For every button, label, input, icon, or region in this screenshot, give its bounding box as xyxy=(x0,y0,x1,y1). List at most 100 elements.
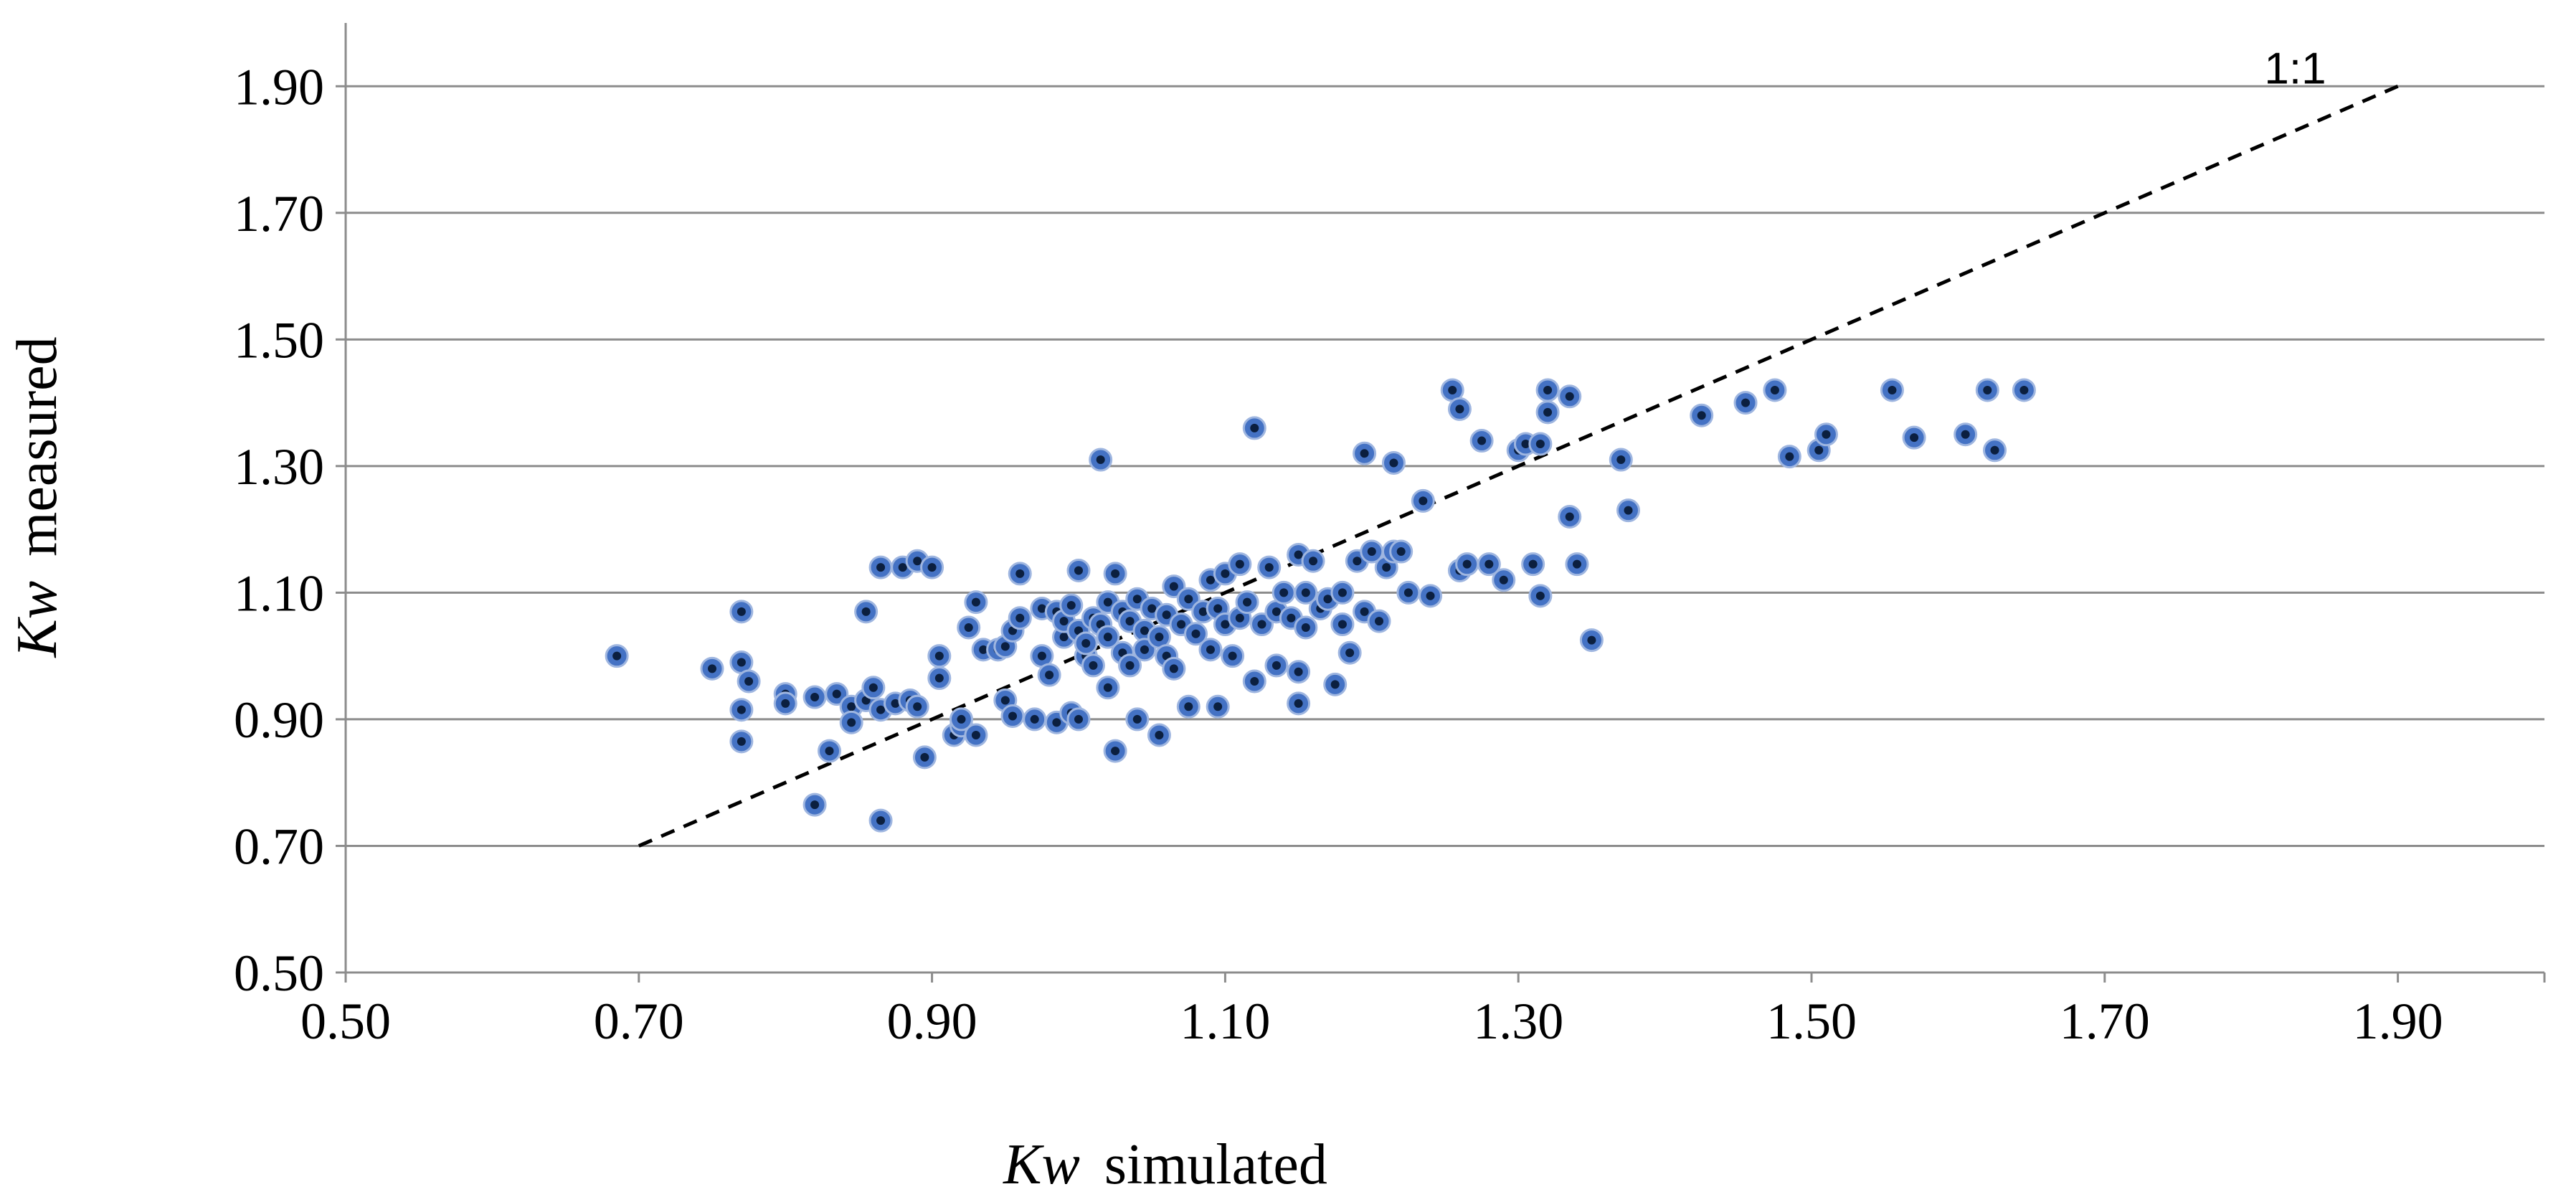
data-point-center xyxy=(1419,496,1428,506)
data-point-center xyxy=(1111,747,1120,756)
data-point-center xyxy=(1785,452,1794,461)
data-point-center xyxy=(1616,455,1626,465)
data-point-center xyxy=(1059,633,1069,642)
data-point xyxy=(1528,432,1553,456)
x-axis-title-var: Kw xyxy=(1003,1133,1080,1196)
data-point xyxy=(1419,584,1443,608)
data-point xyxy=(1103,739,1127,763)
data-point-center xyxy=(1235,613,1244,623)
data-point-center xyxy=(1587,635,1596,645)
data-point-center xyxy=(1396,547,1406,557)
data-point-center xyxy=(1125,661,1135,670)
data-point-center xyxy=(825,747,834,756)
data-point-center xyxy=(1403,588,1413,597)
data-point-center xyxy=(1037,651,1046,661)
data-point xyxy=(1447,397,1472,421)
data-point xyxy=(1066,707,1091,732)
data-point xyxy=(964,590,988,615)
data-point-center xyxy=(1074,566,1083,575)
data-point xyxy=(1558,384,1582,409)
data-point xyxy=(1579,628,1604,653)
data-point-center xyxy=(810,800,820,810)
data-point xyxy=(854,600,879,624)
data-point-center xyxy=(737,705,746,714)
data-point xyxy=(1323,672,1348,696)
data-point-center xyxy=(1484,559,1494,569)
data-point xyxy=(1975,378,1999,402)
x-tick-label: 1.70 xyxy=(2060,993,2150,1050)
data-point-center xyxy=(1528,559,1538,569)
data-point xyxy=(1294,580,1318,605)
y-tick-label: 0.50 xyxy=(234,945,324,1002)
data-point xyxy=(1118,653,1142,678)
data-point xyxy=(1396,580,1421,605)
data-point xyxy=(1287,691,1311,716)
data-point-center xyxy=(920,752,929,762)
data-point-center xyxy=(1814,445,1824,455)
data-point xyxy=(1037,663,1061,687)
data-point-center xyxy=(913,557,922,566)
data-point xyxy=(1902,425,1926,450)
y-tick-label: 1.30 xyxy=(234,438,324,496)
data-point-center xyxy=(1535,591,1545,600)
data-point xyxy=(1176,694,1201,719)
x-tick-label: 0.50 xyxy=(300,993,391,1050)
data-point-center xyxy=(1257,620,1266,629)
data-point-center xyxy=(1184,595,1193,604)
data-point-center xyxy=(927,563,937,572)
data-point-center xyxy=(1228,651,1237,661)
data-point-center xyxy=(1572,559,1581,569)
data-point-center xyxy=(1323,595,1332,604)
data-point-center xyxy=(891,699,900,708)
x-tick-label: 1.50 xyxy=(1766,993,1857,1050)
data-point xyxy=(1301,549,1325,573)
data-point-center xyxy=(964,623,973,632)
data-point-center xyxy=(876,816,886,825)
data-point xyxy=(1528,584,1553,608)
data-point-center xyxy=(1309,557,1318,566)
data-point-center xyxy=(781,699,790,708)
data-point-center xyxy=(1103,597,1112,607)
x-tick-label: 0.70 xyxy=(594,993,684,1050)
data-point xyxy=(1690,403,1714,427)
data-point xyxy=(1777,445,1801,469)
data-point xyxy=(1242,669,1266,694)
data-point-center xyxy=(898,563,907,572)
data-point xyxy=(1469,429,1494,453)
data-point xyxy=(700,656,724,681)
data-point xyxy=(802,792,827,817)
data-point xyxy=(1411,488,1435,513)
data-point-center xyxy=(1169,664,1178,673)
data-point-center xyxy=(1081,639,1091,648)
data-point xyxy=(773,691,797,716)
data-point xyxy=(729,729,754,754)
data-point xyxy=(905,694,929,719)
data-point xyxy=(1330,612,1355,637)
one-to-one-line xyxy=(638,84,2399,848)
y-tick-label: 1.70 xyxy=(234,185,324,242)
data-point xyxy=(1272,580,1296,605)
data-point-center xyxy=(1521,439,1530,448)
data-point xyxy=(1381,450,1406,475)
x-tick-label: 1.30 xyxy=(1473,993,1563,1050)
data-point-center xyxy=(868,683,878,692)
data-point-center xyxy=(1382,563,1391,572)
data-point xyxy=(802,685,827,709)
data-point-center xyxy=(1770,385,1779,394)
data-point xyxy=(1806,438,1831,463)
data-point-center xyxy=(1345,648,1355,658)
data-point-center xyxy=(1235,559,1244,569)
data-point-center xyxy=(847,718,856,727)
data-point-center xyxy=(957,714,966,724)
data-point-center xyxy=(971,597,980,607)
data-point xyxy=(1763,378,1787,402)
one-to-one-label: 1:1 xyxy=(2264,44,2326,93)
data-point-center xyxy=(1155,633,1164,642)
data-point-center xyxy=(1337,588,1347,597)
data-point-center xyxy=(1741,398,1751,407)
data-point-center xyxy=(810,693,820,702)
data-point xyxy=(1609,448,1633,472)
data-point-center xyxy=(1367,547,1376,557)
y-tick-label: 1.50 xyxy=(234,311,324,369)
data-point-center xyxy=(1147,604,1157,613)
